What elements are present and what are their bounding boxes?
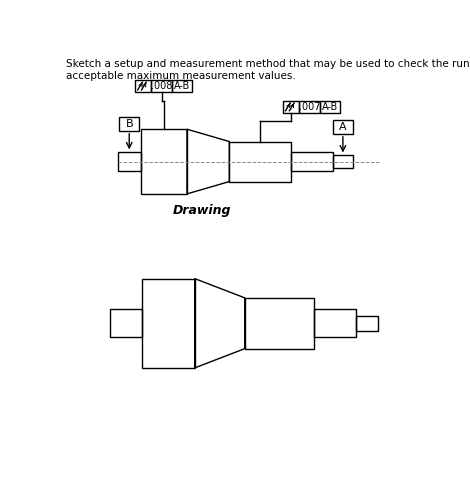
Text: A-B: A-B xyxy=(322,102,338,112)
Text: .008: .008 xyxy=(151,81,172,91)
Text: Sketch a setup and measurement method that may be used to check the runout toler: Sketch a setup and measurement method th… xyxy=(66,59,470,81)
Text: A: A xyxy=(339,122,347,132)
Text: Drawing: Drawing xyxy=(173,204,232,217)
Text: .007: .007 xyxy=(298,102,320,112)
Text: A-B: A-B xyxy=(174,81,190,91)
Text: B: B xyxy=(125,119,133,129)
